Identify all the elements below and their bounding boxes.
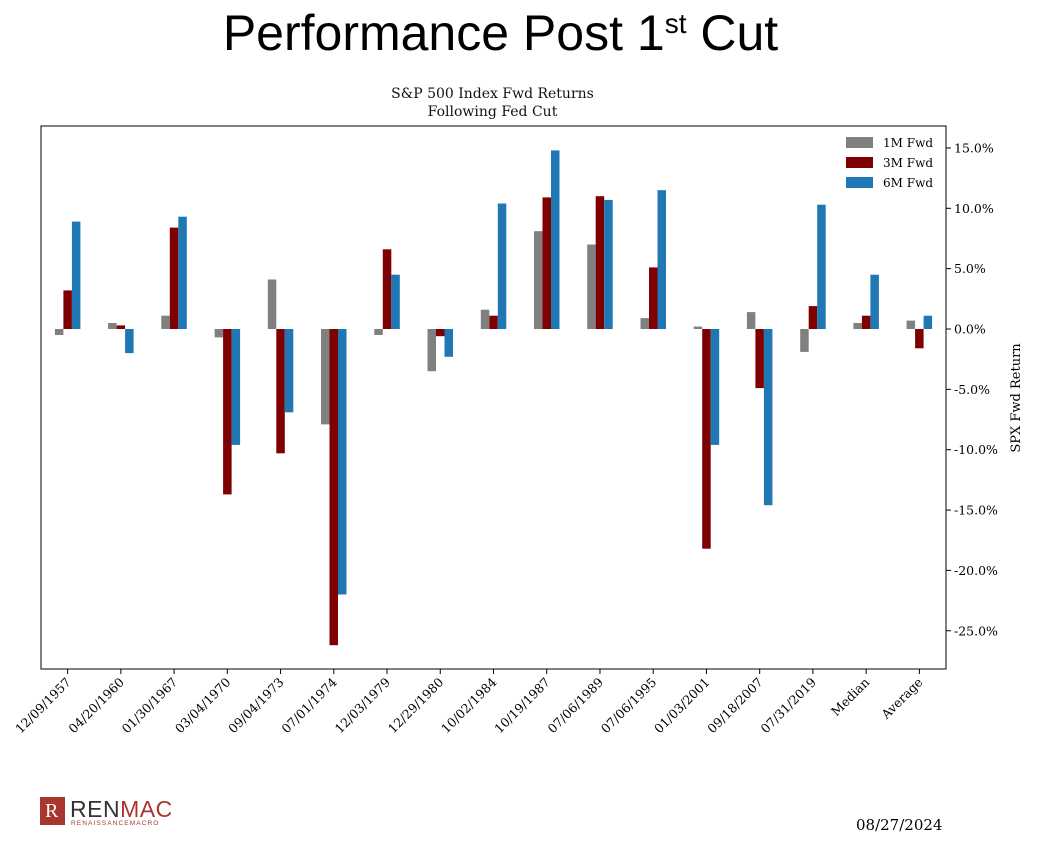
bar-6m-fwd [444, 329, 453, 357]
bar-1m-fwd [108, 323, 117, 329]
report-date: 08/27/2024 [856, 816, 943, 834]
y-tick-label: 0.0% [954, 322, 986, 337]
bar-3m-fwd [116, 325, 126, 329]
bar-3m-fwd [595, 196, 605, 329]
y-tick-label: 15.0% [954, 140, 994, 155]
bar-1m-fwd [853, 323, 862, 329]
bar-1m-fwd [640, 318, 649, 329]
x-tick-label: 03/04/1970 [172, 674, 234, 736]
legend-label: 1M Fwd [883, 136, 933, 150]
x-tick-label: 10/19/1987 [491, 674, 553, 736]
bar-6m-fwd [870, 274, 879, 329]
bar-6m-fwd [710, 329, 720, 445]
x-tick-label: 09/18/2007 [704, 674, 766, 736]
x-tick-label: 07/01/1974 [278, 674, 340, 736]
bar-3m-fwd [542, 197, 551, 329]
bar-1m-fwd [587, 244, 596, 329]
bar-3m-fwd [489, 315, 498, 329]
legend-swatch [846, 157, 873, 168]
bar-1m-fwd [906, 320, 916, 329]
y-tick-label: -10.0% [954, 442, 998, 457]
logo-mark-icon: R [40, 797, 65, 825]
x-tick-label: 12/09/1957 [12, 674, 74, 736]
logo-tagline: RENAISSANCEMACRO [71, 820, 160, 827]
bar-6m-fwd [284, 329, 294, 413]
legend-label: 6M Fwd [883, 176, 933, 190]
logo-wordmark: RENMAC [70, 796, 173, 822]
bar-3m-fwd [436, 329, 445, 337]
bar-1m-fwd [693, 326, 703, 329]
bar-1m-fwd [321, 329, 330, 425]
bar-6m-fwd [497, 203, 507, 329]
legend-swatch [846, 177, 873, 188]
bar-1m-fwd [267, 279, 277, 329]
x-tick-label: 01/03/2001 [651, 675, 713, 737]
bar-6m-fwd [923, 315, 933, 329]
bar-6m-fwd [604, 199, 613, 329]
bar-3m-fwd [808, 306, 818, 329]
x-tick-label: 01/30/1967 [119, 674, 181, 736]
legend-swatch [846, 137, 873, 148]
x-tick-label: 12/29/1980 [385, 674, 447, 736]
y-tick-label: 5.0% [954, 261, 986, 276]
y-tick-label: -5.0% [954, 382, 990, 397]
bar-6m-fwd [657, 190, 666, 329]
bar-1m-fwd [746, 312, 756, 329]
x-tick-label: 07/06/1989 [545, 674, 607, 736]
bar-1m-fwd [161, 315, 170, 329]
x-tick-label: 04/20/1960 [65, 674, 127, 736]
bar-6m-fwd [763, 329, 773, 506]
bar-6m-fwd [391, 274, 400, 329]
bar-1m-fwd [534, 231, 543, 329]
bar-1m-fwd [374, 329, 383, 335]
renmac-logo: R RENMAC RENAISSANCEMACRO [40, 796, 200, 831]
plot-frame [40, 125, 947, 670]
bar-3m-fwd [382, 249, 392, 329]
y-tick-label: -25.0% [954, 623, 998, 638]
bar-3m-fwd [915, 329, 924, 349]
legend-label: 3M Fwd [883, 156, 933, 170]
bar-6m-fwd [817, 204, 826, 329]
y-tick-label: -20.0% [954, 563, 998, 578]
bar-1m-fwd [427, 329, 436, 372]
x-tick-label: 09/04/1973 [225, 674, 287, 736]
bar-1m-fwd [214, 329, 224, 338]
y-tick-label: -15.0% [954, 503, 998, 518]
bar-1m-fwd [480, 309, 490, 329]
bar-3m-fwd [755, 329, 764, 389]
bar-3m-fwd [63, 290, 72, 329]
x-tick-label: 12/03/1979 [332, 674, 394, 736]
bar-3m-fwd [276, 329, 285, 454]
bar-3m-fwd [702, 329, 711, 549]
bar-1m-fwd [54, 329, 64, 335]
slide-title-superscript: st [664, 8, 687, 39]
bar-3m-fwd [329, 329, 338, 646]
bar-6m-fwd [71, 221, 81, 329]
bar-6m-fwd [178, 216, 187, 329]
bar-6m-fwd [231, 329, 241, 445]
bar-1m-fwd [800, 329, 809, 352]
slide-title: Performance Post 1st Cut [0, 4, 1001, 62]
x-tick-label: Average [878, 675, 926, 723]
slide-title-main: Performance Post 1 [222, 5, 665, 61]
bar-6m-fwd [125, 329, 134, 354]
bar-6m-fwd [338, 329, 347, 595]
x-tick-label: 07/06/1995 [598, 675, 660, 737]
chart-subtitle: Following Fed Cut [427, 104, 558, 120]
x-tick-label: Median [828, 675, 872, 719]
bar-3m-fwd [649, 267, 658, 329]
slide-title-end: Cut [686, 5, 779, 61]
x-tick-label: 07/31/2019 [757, 674, 819, 736]
bar-3m-fwd [223, 329, 232, 495]
bar-6m-fwd [551, 150, 560, 329]
bar-3m-fwd [169, 227, 179, 329]
y-axis-label: SPX Fwd Return [1009, 343, 1024, 453]
x-tick-label: 10/02/1984 [438, 674, 500, 736]
y-tick-label: 10.0% [954, 201, 994, 216]
chart-title: S&P 500 Index Fwd Returns [391, 86, 594, 102]
bar-3m-fwd [861, 315, 871, 329]
